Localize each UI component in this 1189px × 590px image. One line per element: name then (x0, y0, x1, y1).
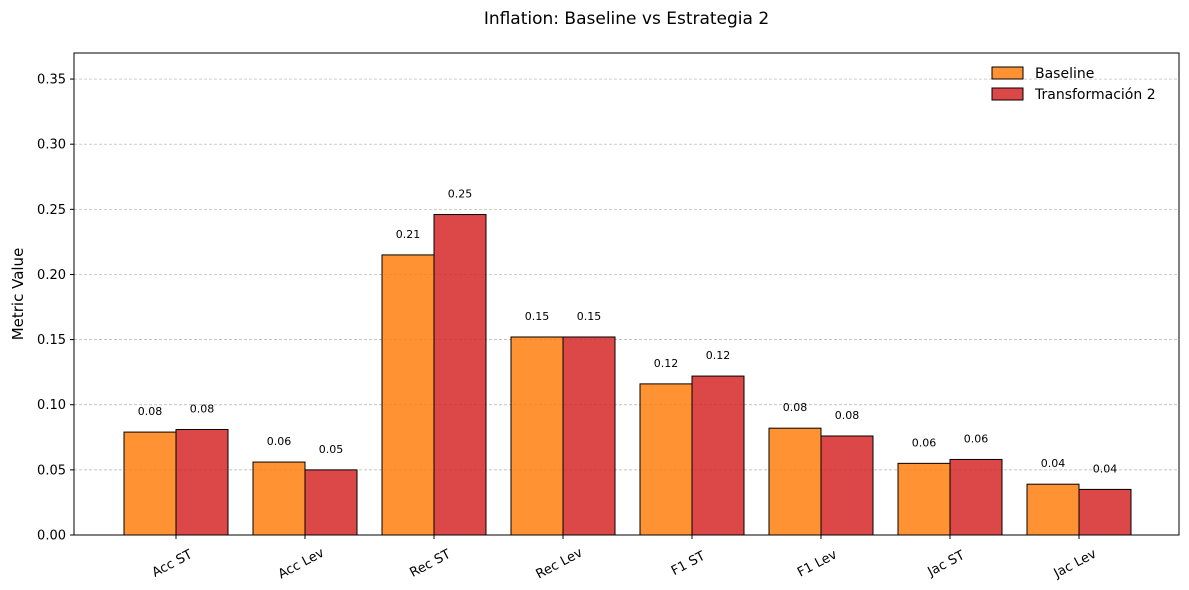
legend-label: Baseline (1035, 66, 1094, 82)
data-label: 0.06 (964, 432, 989, 445)
data-label: 0.15 (525, 310, 550, 323)
x-tick-label: Rec ST (407, 547, 453, 581)
y-tick-label: 0.30 (37, 138, 66, 153)
bar-transformacion-2 (820, 435, 874, 536)
bar-transformacion-2 (949, 458, 1003, 536)
data-label: 0.12 (706, 349, 731, 362)
bar-baseline (768, 427, 822, 536)
bar-baseline (1026, 483, 1080, 536)
bar-transformacion-2 (562, 336, 616, 536)
y-tick-label: 0.35 (37, 73, 66, 88)
x-tick-label: Jac Lev (1051, 546, 1100, 581)
y-axis-label: Metric Value (9, 248, 27, 341)
data-label: 0.06 (267, 435, 292, 448)
y-tick-label: 0.20 (37, 268, 66, 283)
y-tick-label: 0.00 (37, 529, 66, 544)
x-tick-label: Acc ST (150, 547, 195, 581)
legend-label: Transformación 2 (1034, 87, 1156, 103)
data-label: 0.08 (138, 405, 163, 418)
bar-transformacion-2 (691, 375, 745, 536)
gridlines (74, 78, 1179, 536)
legend: Baseline Transformación 2 (991, 66, 1156, 103)
bar-baseline (510, 336, 564, 536)
y-tick-label: 0.15 (37, 333, 66, 348)
data-label: 0.25 (448, 188, 473, 201)
bar-baseline (639, 383, 693, 536)
data-label: 0.08 (835, 409, 860, 422)
data-label: 0.06 (912, 436, 937, 449)
bar-baseline (123, 431, 177, 536)
x-axis-ticks: Acc ST Acc Lev Rec ST Rec Lev F1 ST F1 Lev Jac… (150, 535, 1100, 582)
x-tick-label: Rec Lev (534, 545, 586, 582)
bar-transformacion-2 (1078, 488, 1132, 536)
bar-transformacion-2 (304, 469, 358, 536)
data-label: 0.12 (654, 357, 679, 370)
y-tick-label: 0.10 (37, 398, 66, 413)
legend-swatch (991, 66, 1024, 80)
x-tick-label: Acc Lev (276, 545, 327, 582)
y-axis-ticks: 0.00 0.05 0.10 0.15 0.20 0.25 0.30 0.35 (37, 73, 74, 544)
bar-transformacion-2 (433, 214, 487, 536)
bar-transformacion-2 (175, 428, 229, 536)
data-label: 0.15 (577, 310, 602, 323)
x-tick-label: F1 Lev (795, 547, 840, 580)
data-label: 0.21 (396, 228, 421, 241)
bar-baseline (897, 462, 951, 536)
data-labels: 0.08 0.08 0.06 0.05 0.21 0.25 0.15 0.15 0.12 0.12… (138, 188, 1118, 476)
legend-swatch (991, 87, 1024, 101)
data-label: 0.04 (1093, 462, 1118, 475)
chart-title: Inflation: Baseline vs Estrategia 2 (484, 9, 769, 29)
data-label: 0.04 (1041, 457, 1066, 470)
x-tick-label: F1 ST (669, 549, 708, 579)
y-tick-label: 0.25 (37, 203, 66, 218)
x-tick-label: Jac ST (925, 548, 968, 580)
bars (123, 214, 1132, 536)
bar-baseline (381, 254, 435, 536)
data-label: 0.08 (783, 401, 808, 414)
bar-baseline (252, 461, 306, 536)
data-label: 0.05 (319, 443, 344, 456)
plot-frame (73, 52, 1180, 536)
y-tick-label: 0.05 (37, 463, 66, 478)
data-label: 0.08 (190, 402, 215, 415)
